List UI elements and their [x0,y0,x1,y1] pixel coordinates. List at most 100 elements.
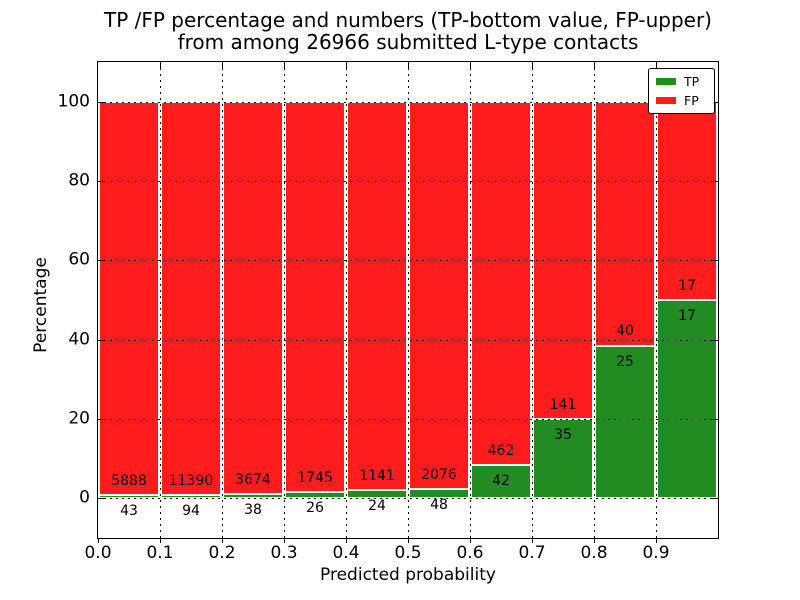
y-tick-label: 80 [68,170,90,191]
fp-bar-segment [471,101,531,466]
v-gridline [656,62,657,538]
fp-count-label: 1141 [359,467,395,484]
legend-swatch-tp [656,78,676,85]
tp-count-label: 35 [554,427,572,444]
y-tick [712,101,718,103]
fp-count-label: 141 [549,397,577,414]
y-tick [98,419,104,420]
tp-bar-segment [409,489,469,499]
tp-bar-segment [347,490,407,499]
chart-title-line1: TP /FP percentage and numbers (TP-bottom… [104,8,712,32]
y-tick [98,339,104,341]
bar-bin-0.1 [161,101,221,499]
tp-count-label: 42 [492,473,510,490]
chart-title: TP /FP percentage and numbers (TP-bottom… [97,9,719,53]
y-tick-label: 0 [79,487,90,508]
bar-bin-0.3 [285,101,345,499]
fp-count-label: 40 [616,323,634,340]
x-tick [408,539,409,543]
tp-bar-segment [595,345,655,499]
v-gridline [408,62,409,538]
x-tick [656,62,657,69]
x-tick [532,539,533,543]
x-tick-label: 0.0 [84,543,112,563]
bar-bin-0.4 [347,101,407,499]
x-tick-label: 0.1 [146,543,174,563]
tp-count-label: 43 [120,503,138,520]
bar-bin-0.2 [223,101,283,499]
x-tick-label: 0.4 [332,543,360,563]
x-tick [160,539,161,543]
fp-count-label: 3674 [235,472,271,488]
x-tick [408,62,409,69]
y-tick-label: 40 [68,329,90,350]
y-tick [712,498,718,500]
tp-bar-segment [161,495,221,499]
x-tick [594,539,595,543]
y-axis-label: Percentage [31,257,51,353]
tp-count-label: 38 [244,502,262,519]
x-tick [532,62,533,69]
fp-bar-segment [285,101,345,493]
fp-bar-segment [347,101,407,491]
v-gridline [594,62,595,538]
x-tick-label: 0.9 [642,543,670,563]
x-tick-label: 0.3 [270,543,298,563]
x-tick [346,539,347,543]
tp-count-label: 17 [678,307,696,324]
fp-bar-segment [99,101,159,496]
fp-count-label: 17 [678,277,696,294]
x-tick-label: 0.8 [580,543,608,563]
fp-bar-segment [595,101,655,346]
x-tick [470,539,471,543]
v-gridline [470,62,471,538]
legend-swatch-fp [656,97,676,104]
tp-count-label: 94 [182,502,200,519]
x-tick [656,539,657,543]
fp-bar-segment [223,101,283,495]
fp-bar-segment [161,101,221,496]
fp-bar-segment [657,101,717,300]
chart-title-line2: from among 26966 submitted L-type contac… [177,30,639,54]
v-gridline [284,62,285,538]
bar-bin-0.8 [595,101,655,499]
y-tick-label: 100 [57,91,90,112]
fp-count-label: 11390 [168,472,214,489]
x-tick [98,539,99,543]
x-tick [160,62,161,69]
tp-bar-segment [471,465,531,499]
x-tick-label: 0.6 [456,543,484,563]
x-tick [346,62,347,69]
legend: TP FP [648,68,715,114]
x-tick [284,539,285,543]
y-tick [98,101,104,103]
tp-bar-segment [285,492,345,499]
fp-count-label: 462 [487,443,515,459]
y-tick [98,260,104,262]
x-axis-label: Predicted probability [320,565,496,585]
y-tick [712,339,718,341]
v-gridline [532,62,533,538]
legend-item-fp: FP [656,94,707,107]
y-tick [712,260,718,262]
legend-label: FP [684,93,699,108]
x-tick [222,539,223,543]
tp-bar-segment [657,299,717,499]
tp-bar-segment [223,494,283,499]
bar-bin-0.9 [657,101,717,499]
fp-bar-segment [409,101,469,490]
x-tick [284,62,285,69]
y-tick-label: 60 [68,249,90,270]
fp-count-label: 1745 [297,470,333,487]
v-gridline [160,62,161,538]
x-tick-label: 0.2 [208,543,236,563]
tp-bar-segment [99,495,159,499]
tp-count-label: 25 [616,353,634,370]
x-tick [222,62,223,69]
y-tick [712,419,718,420]
tp-count-label: 24 [368,498,386,515]
v-gridline [346,62,347,538]
tp-count-label: 26 [306,500,324,517]
y-tick [98,498,104,500]
